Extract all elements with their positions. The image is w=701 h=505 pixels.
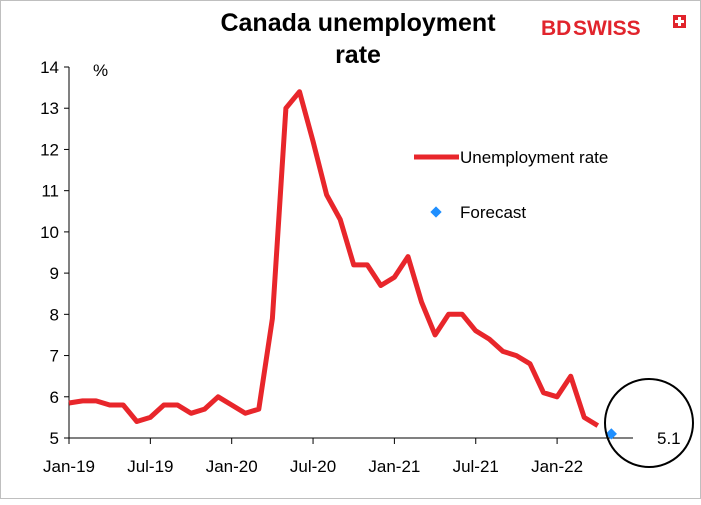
logo-text-bd: BD: [541, 17, 571, 40]
forecast-highlight-circle: [604, 378, 694, 468]
y-axis-unit-label: %: [93, 61, 108, 80]
unemployment-rate-line: [68, 89, 600, 428]
y-tick-label: 13: [40, 99, 59, 118]
x-tick-label: Jul-19: [127, 457, 173, 476]
logo-text-swiss: SWISS: [573, 17, 641, 40]
y-tick-label: 7: [50, 347, 59, 366]
brand-logo: BD SWISS: [541, 15, 686, 40]
y-tick-label: 9: [50, 264, 59, 283]
legend: Unemployment rate Forecast: [414, 148, 608, 222]
forecast-value-label: 5.1: [657, 429, 681, 448]
legend-label-unemployment: Unemployment rate: [460, 148, 608, 167]
y-tick-label: 8: [50, 305, 59, 324]
x-tick-label: Jan-19: [43, 457, 95, 476]
y-tick-label: 5: [50, 429, 59, 448]
x-tick-label: Jul-21: [453, 457, 499, 476]
y-tick-label: 14: [40, 58, 59, 77]
x-tick-label: Jan-22: [531, 457, 583, 476]
forecast-points: [605, 428, 617, 440]
x-tick-label: Jul-20: [290, 457, 336, 476]
x-tick-label: Jan-21: [368, 457, 420, 476]
legend-marker-forecast: [430, 206, 442, 218]
logo-cross-icon: [673, 15, 686, 28]
y-tick-label: 10: [40, 223, 59, 242]
forecast-point: [605, 428, 617, 440]
chart-title-line1: Canada unemployment: [220, 9, 496, 37]
legend-label-forecast: Forecast: [460, 203, 526, 222]
y-axis-ticks: 5 6 7 8 9 10 11 12 13 14: [40, 58, 69, 448]
y-tick-label: 6: [50, 388, 59, 407]
y-tick-label: 12: [40, 140, 59, 159]
y-tick-label: 11: [41, 182, 59, 201]
chart-title-line2: rate: [335, 41, 381, 69]
x-axis-ticks: Jan-19 Jul-19 Jan-20 Jul-20 Jan-21 Jul-21 Jan-…: [43, 438, 583, 476]
x-tick-label: Jan-20: [206, 457, 258, 476]
